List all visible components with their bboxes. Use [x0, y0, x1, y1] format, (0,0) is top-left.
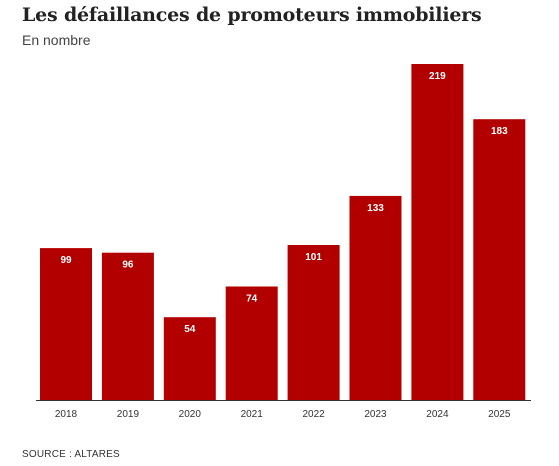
bar-2023 [349, 195, 402, 400]
data-label-2024: 219 [429, 71, 446, 82]
data-label-2021: 74 [246, 294, 258, 305]
x-tick-label-2022: 2022 [302, 409, 325, 420]
x-tick-label-2020: 2020 [179, 409, 202, 420]
bar-2022 [287, 245, 340, 400]
data-label-2023: 133 [367, 203, 384, 214]
x-tick-label-2024: 2024 [426, 409, 449, 420]
bar-2020 [163, 317, 216, 400]
data-label-2025: 183 [491, 126, 508, 137]
x-tick-label-2025: 2025 [488, 409, 511, 420]
source-note: SOURCE : ALTARES [22, 449, 120, 460]
x-tick-label-2023: 2023 [364, 409, 387, 420]
x-tick-label-2018: 2018 [55, 409, 78, 420]
x-tick-label-2019: 2019 [117, 409, 140, 420]
chart-subtitle: En nombre [22, 32, 91, 48]
chart-title: Les défaillances de promoteurs immobilie… [22, 4, 482, 26]
data-label-2019: 96 [122, 260, 134, 271]
bar-2019 [101, 252, 154, 400]
data-label-2022: 101 [305, 252, 322, 263]
bar-2025 [473, 119, 526, 400]
bar-2024 [411, 64, 464, 400]
x-tick-label-2021: 2021 [241, 409, 264, 420]
bar-2018 [40, 248, 92, 400]
data-label-2018: 99 [60, 255, 72, 266]
data-label-2020: 54 [184, 324, 196, 335]
bar-2021 [225, 286, 278, 400]
